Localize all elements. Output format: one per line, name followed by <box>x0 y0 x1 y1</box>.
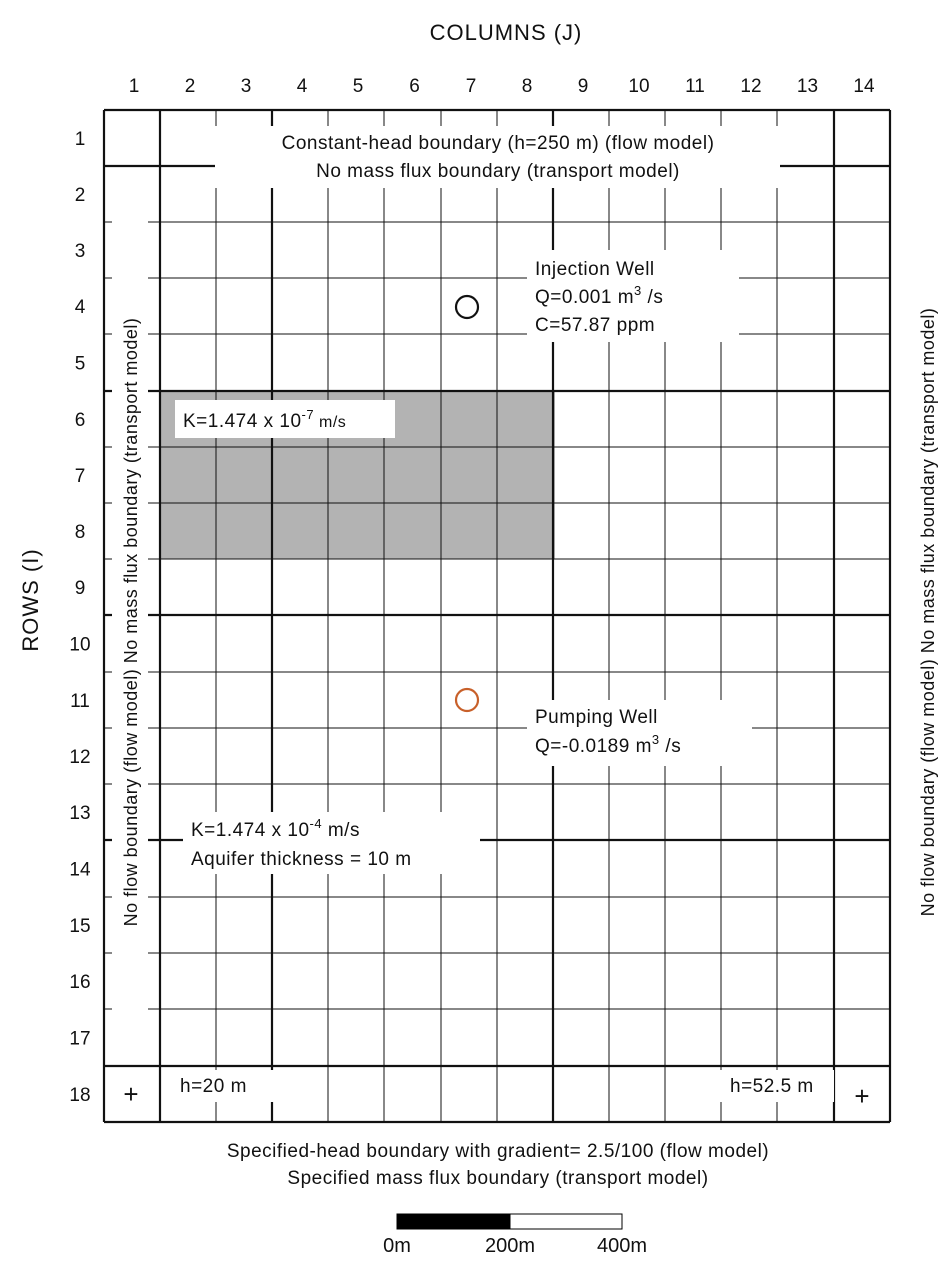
injection-well-title: Injection Well <box>535 259 655 280</box>
pumping-well-q: Q=-0.0189 m3 /s <box>535 732 681 757</box>
row-number: 6 <box>75 410 86 431</box>
row-number: 9 <box>75 578 86 599</box>
right-boundary-text: No flow boundary (flow model) No mass fl… <box>918 308 938 917</box>
row-number: 7 <box>75 466 86 487</box>
column-number: 13 <box>797 76 818 97</box>
row-number: 12 <box>69 747 90 768</box>
column-number: 6 <box>409 76 420 97</box>
row-number: 10 <box>69 635 90 656</box>
column-number: 1 <box>129 76 140 97</box>
row-number: 1 <box>75 129 86 150</box>
scale-bar-white <box>509 1213 623 1230</box>
row-number: 17 <box>69 1029 90 1050</box>
low-k-label: K=1.474 x 10-7 m/s <box>183 407 346 432</box>
row-number: 3 <box>75 241 86 262</box>
head-right: h=52.5 m <box>730 1076 814 1097</box>
scale-label-0: 0m <box>383 1235 411 1257</box>
corner-mark-right: + <box>854 1081 869 1111</box>
rows-axis-title: ROWS (I) <box>18 548 43 651</box>
columns-axis-title: COLUMNS (J) <box>430 20 583 45</box>
column-number: 11 <box>685 76 705 97</box>
row-number: 8 <box>75 522 86 543</box>
column-number: 2 <box>185 76 196 97</box>
scale-label-400: 400m <box>597 1235 647 1257</box>
column-tick-labels: 1 2 3 4 5 6 7 8 9 10 11 12 13 14 <box>129 76 875 97</box>
scale-bar-black <box>396 1213 511 1230</box>
row-number: 13 <box>69 803 90 824</box>
aquifer-label-bg <box>183 812 480 874</box>
top-boundary-flow: Constant-head boundary (h=250 m) (flow m… <box>282 133 715 154</box>
head-left: h=20 m <box>180 1076 247 1097</box>
left-boundary-label-bg <box>112 205 148 1035</box>
lowk-label-bg <box>175 400 395 438</box>
corner-mark-left: + <box>123 1079 138 1109</box>
injection-label-bg <box>527 250 739 342</box>
bottom-boundary-flow: Specified-head boundary with gradient= 2… <box>227 1141 769 1162</box>
column-number: 9 <box>578 76 589 97</box>
left-boundary-text: No flow boundary (flow model) No mass fl… <box>121 318 141 927</box>
row-number: 14 <box>69 860 91 881</box>
injection-well-c: C=57.87 ppm <box>535 315 655 336</box>
aquifer-thickness: Aquifer thickness = 10 m <box>191 849 412 870</box>
injection-well-icon <box>454 294 480 320</box>
top-boundary-transport: No mass flux boundary (transport model) <box>316 161 680 182</box>
pumping-well-icon <box>454 687 480 713</box>
grid-lines <box>102 108 892 1124</box>
injection-well-q: Q=0.001 m3 /s <box>535 283 663 308</box>
column-number: 12 <box>740 76 761 97</box>
row-number: 15 <box>69 916 90 937</box>
pumping-well-title: Pumping Well <box>535 707 658 728</box>
row-number: 18 <box>69 1085 90 1106</box>
top-boundary-label-bg <box>215 126 780 188</box>
column-number: 3 <box>241 76 252 97</box>
head-right-bg <box>714 1070 834 1102</box>
row-number: 16 <box>69 972 90 993</box>
row-number: 2 <box>75 185 86 206</box>
pumping-label-bg <box>527 700 752 766</box>
aquifer-k-label: K=1.474 x 10-4 m/s <box>191 816 360 841</box>
row-number: 11 <box>70 691 90 712</box>
column-number: 14 <box>853 76 875 97</box>
column-number: 5 <box>353 76 364 97</box>
column-number: 4 <box>297 76 308 97</box>
head-left-bg <box>172 1070 280 1102</box>
bottom-boundary-transport: Specified mass flux boundary (transport … <box>287 1168 708 1189</box>
column-number: 8 <box>522 76 533 97</box>
column-number: 7 <box>466 76 477 97</box>
row-number: 5 <box>75 354 86 375</box>
scale-label-200: 200m <box>485 1235 535 1257</box>
column-number: 10 <box>628 76 649 97</box>
row-number: 4 <box>75 297 86 318</box>
